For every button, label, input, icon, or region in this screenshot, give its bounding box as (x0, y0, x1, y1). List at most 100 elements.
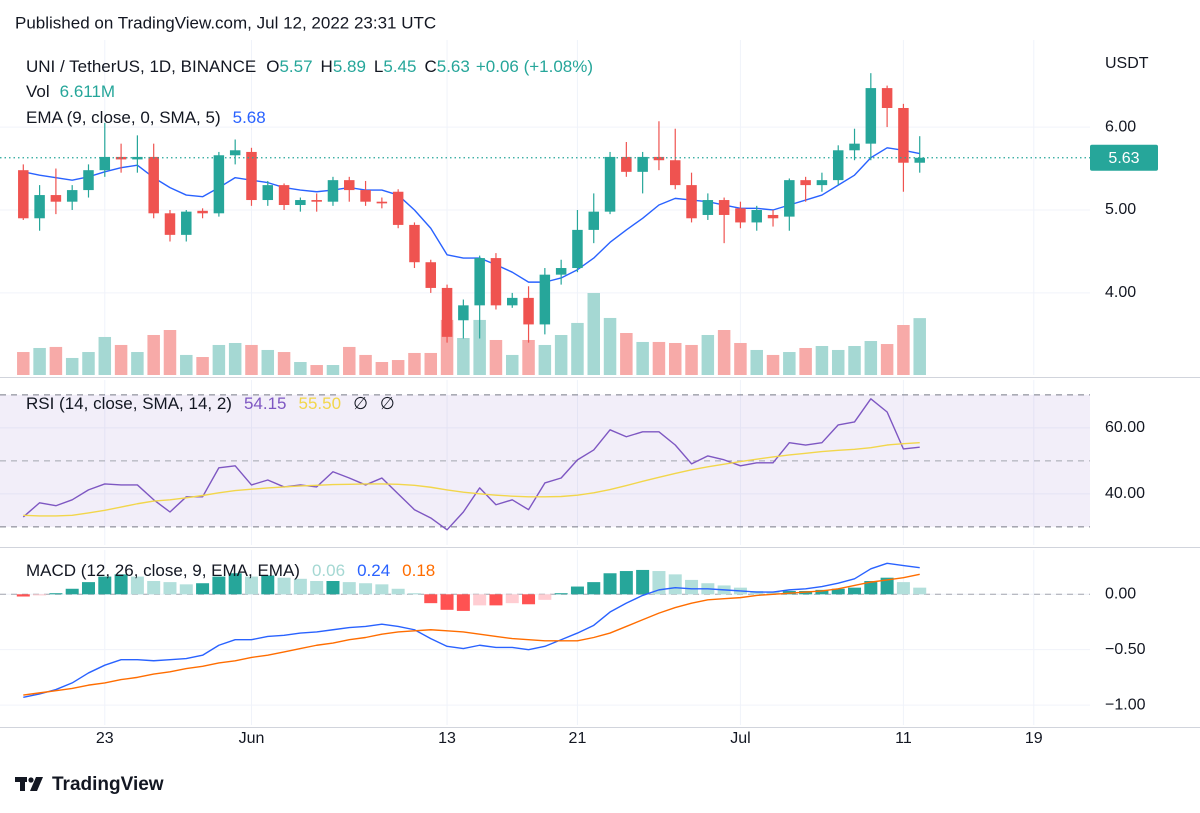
candle-body (164, 213, 176, 235)
candle-body (555, 268, 567, 275)
volume-bar (880, 344, 894, 375)
x-tick-label: Jul (730, 730, 750, 747)
macd-histogram-bar (261, 575, 275, 595)
candle-body (621, 156, 632, 172)
candle-body (539, 274, 551, 325)
macd-histogram-bar (407, 593, 421, 595)
volume-bar (685, 344, 698, 375)
candle-body (344, 180, 355, 191)
volume-bar (750, 349, 763, 375)
volume-bar (717, 329, 731, 375)
volume-bar (734, 342, 747, 375)
volume-bar (848, 346, 861, 375)
legend-rsi-value: 54.15 (244, 394, 287, 413)
candle-body (686, 185, 697, 219)
macd-histogram-bar (424, 594, 438, 604)
volume-bar (522, 339, 535, 375)
candle-body (376, 201, 388, 204)
macd-histogram-bar (685, 579, 699, 595)
volume-bar (668, 342, 682, 375)
legend-volume: Vol 6.611M (26, 82, 115, 101)
legend-macd-title: MACD (12, 26, close, 9, EMA, EMA) (26, 561, 300, 580)
legend-ema-value: 5.68 (233, 108, 266, 127)
macd-histogram-bar (98, 576, 112, 595)
candle-body (702, 200, 714, 215)
axes: 23 Jun 13 21 Jul 11 19 4.00 5.00 6.00 40.00 60.00 −1… (0, 55, 1200, 747)
volume-bar (343, 346, 356, 375)
legend-macd-value: 0.06 (312, 561, 345, 580)
legend-rsi-extra: ∅ (353, 394, 368, 413)
volume-bar (49, 346, 63, 375)
candle-body (865, 88, 877, 144)
volume-bar (391, 360, 405, 375)
candle-body (458, 305, 469, 321)
candle-body (360, 190, 371, 202)
volume-bar (913, 318, 926, 375)
legend-rsi-value: 55.50 (299, 394, 342, 413)
macd-histogram-bar (147, 581, 161, 595)
legend-ohlc-value: 5.45 (383, 57, 416, 76)
macd-histogram-bar (33, 594, 47, 596)
legend-title: UNI / TetherUS, 1D, BINANCE (26, 57, 256, 76)
volume-bar (538, 344, 552, 375)
macd-histogram-bar (619, 571, 633, 595)
volume-bar (408, 352, 421, 375)
candle-body (181, 211, 192, 235)
candle-body (213, 155, 225, 214)
y-tick-label: 0.00 (1105, 586, 1136, 603)
macd-histogram-bar (375, 584, 389, 595)
volume-bar (310, 365, 323, 375)
macd-histogram-bar (293, 578, 307, 595)
y-tick-label: 6.00 (1105, 118, 1136, 135)
volume-bar (33, 347, 46, 375)
last-price-badge (1090, 144, 1158, 171)
macd-histogram-bar (196, 583, 210, 595)
macd-histogram-bar (130, 576, 144, 595)
plot (0, 73, 1090, 698)
macd-histogram-bar (473, 594, 487, 606)
macd-line (23, 573, 920, 696)
macd-histogram-bar (65, 588, 79, 595)
candle-body (66, 190, 78, 202)
candle-body (474, 258, 485, 306)
macd-histogram-bar (831, 588, 845, 595)
candle-body (34, 195, 45, 219)
candle-body (800, 180, 811, 186)
macd-histogram-bar (81, 582, 95, 595)
macd-histogram-bar (359, 583, 373, 595)
macd-histogram-bar (212, 576, 226, 595)
candle-body (653, 156, 665, 161)
y-tick-label: −0.50 (1105, 641, 1146, 658)
y-tick-label: −1.00 (1105, 696, 1146, 713)
candle-body (197, 210, 208, 214)
last-price-label: 5.63 (1108, 150, 1139, 167)
candle-body (849, 143, 860, 151)
candle-body (604, 156, 616, 212)
volume-bar (897, 325, 910, 375)
legend-ohlc-value: 5.63 (437, 57, 470, 76)
macd-histogram-bar (668, 574, 682, 595)
macd-histogram-bar (913, 587, 927, 595)
volume-bar (17, 352, 30, 375)
volume-bar (82, 352, 95, 375)
x-tick-label: 21 (569, 730, 587, 747)
volume-bar (701, 334, 715, 375)
volume-bar (196, 357, 209, 375)
rsi-line (23, 442, 920, 517)
candle-body (409, 224, 420, 263)
volume-bar (359, 354, 372, 375)
macd-histogram-bar (848, 587, 862, 595)
candle-body (18, 170, 29, 219)
legend-volume-value: 6.611M (60, 82, 115, 101)
candle-body (311, 200, 322, 202)
candle-body (881, 88, 893, 108)
candle-body (832, 150, 844, 181)
legend-ohlc-value: 5.89 (333, 57, 366, 76)
header: Published on TradingView.com, Jul 12, 20… (15, 13, 436, 32)
volume-bar (180, 354, 193, 375)
legend-ohlc-value: 5.57 (279, 57, 312, 76)
macd-histogram-bar (522, 594, 536, 605)
macd-histogram-bar (815, 589, 829, 595)
volume-bar (489, 339, 503, 375)
y-axis-unit: USDT (1105, 55, 1149, 72)
